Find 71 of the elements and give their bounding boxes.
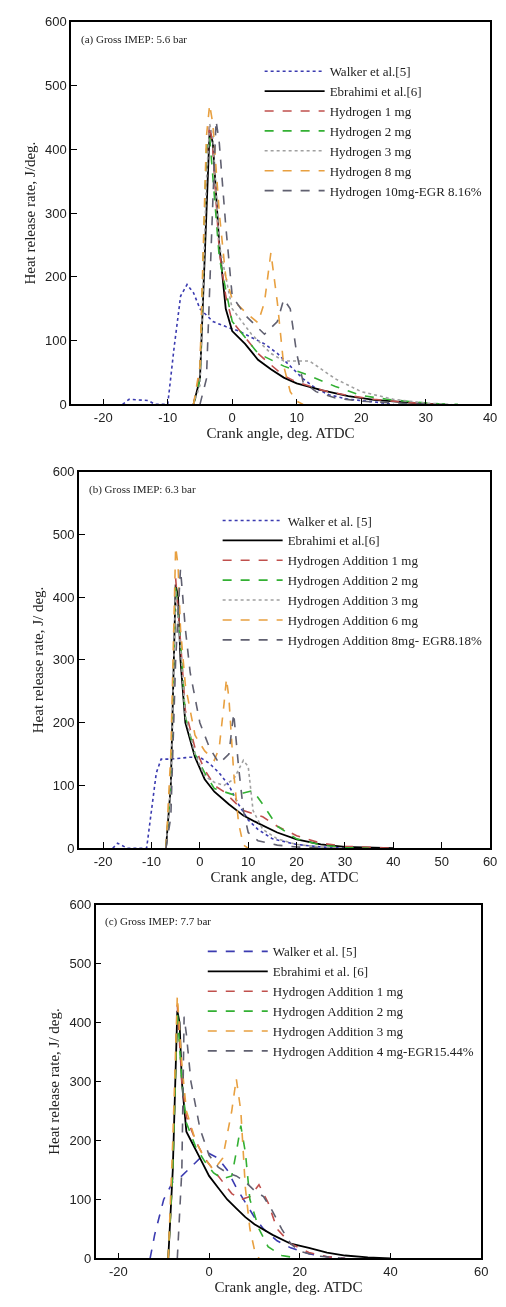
x-tick-label: 0: [196, 853, 204, 869]
x-tick-label: -20: [93, 853, 113, 869]
x-tick-label: -20: [93, 409, 113, 425]
legend-label: Hydrogen Addition 3 mg: [272, 1024, 404, 1040]
x-axis-title: Crank angle, deg. ATDC: [210, 869, 359, 886]
x-tick-label: -20: [108, 1263, 128, 1279]
y-tick-label: 100: [44, 333, 67, 349]
text: (c) Gross IMEP: 7.7 bar: [105, 915, 212, 928]
y-tick-label: 200: [52, 715, 75, 731]
legend-label: Hydrogen Addition 6 mg: [287, 613, 419, 629]
x-tick-label: 30: [337, 853, 353, 869]
legend-label: Hydrogen 10mg-EGR 8.16%: [329, 183, 482, 199]
y-tick-label: 400: [69, 1015, 92, 1031]
y-tick-label: 0: [84, 1251, 92, 1267]
x-tick-label: 10: [289, 409, 304, 425]
legend-label: Ebrahimi et al.[6]: [329, 84, 422, 100]
legend-label: Hydrogen 2 mg: [329, 123, 412, 139]
y-tick-label: 0: [67, 840, 75, 856]
y-tick-label: 500: [44, 78, 67, 94]
y-tick-label: 600: [52, 464, 75, 480]
legend-label: Hydrogen Addition 2 mg: [287, 573, 419, 589]
legend-label: Hydrogen Addition 4 mg-EGR15.44%: [272, 1043, 474, 1059]
legend-label: Hydrogen 8 mg: [329, 163, 412, 179]
y-tick-label: 300: [52, 652, 75, 668]
y-tick-label: 400: [44, 141, 67, 157]
x-tick-label: 40: [383, 1263, 398, 1279]
x-tick-label: -10: [158, 409, 178, 425]
y-tick-label: 300: [44, 205, 67, 221]
legend-label: Hydrogen Addition 2 mg: [272, 1004, 404, 1020]
legend-label: Ebrahimi et al.[6]: [287, 533, 380, 549]
legend-label: Hydrogen Addition 3 mg: [287, 593, 419, 609]
x-tick-label: 20: [292, 1263, 308, 1279]
legend-label: Hydrogen Addition 1 mg: [287, 553, 419, 569]
x-tick-label: 20: [353, 409, 369, 425]
y-tick-label: 400: [52, 589, 75, 605]
x-tick-label: 10: [240, 853, 256, 869]
y-tick-label: 200: [44, 269, 67, 285]
y-tick-label: 500: [52, 526, 75, 542]
x-tick-label: 0: [228, 409, 236, 425]
x-tick-label: 60: [482, 853, 498, 869]
y-tick-label: 300: [69, 1074, 92, 1090]
text: (b) Gross IMEP: 6.3 bar: [89, 483, 196, 496]
x-tick-label: 40: [482, 409, 498, 425]
legend-label: Hydrogen Addition 1 mg: [272, 984, 404, 1000]
legend-label: Ebrahimi et al. [6]: [272, 964, 369, 980]
legend-label: Hydrogen Addition 8mg- EGR8.18%: [287, 632, 483, 648]
x-tick-label: 40: [386, 853, 401, 869]
legend-label: Hydrogen 1 mg: [329, 104, 412, 120]
legend-label: Walker et al.[5]: [329, 64, 411, 80]
y-tick-label: 200: [69, 1133, 92, 1149]
legend-label: Walker et al. [5]: [287, 513, 372, 529]
y-tick-label: 100: [52, 778, 75, 794]
x-tick-label: 30: [418, 409, 433, 425]
legend-label: Hydrogen 3 mg: [329, 143, 412, 159]
x-axis-title: Crank angle, deg. ATDC: [214, 1279, 363, 1296]
x-tick-label: 50: [434, 853, 449, 869]
x-tick-label: 0: [205, 1263, 213, 1279]
y-tick-label: 500: [69, 956, 92, 972]
x-tick-label: -10: [142, 853, 161, 869]
y-axis-title: Heat release rate, J/deg.: [21, 141, 38, 285]
y-tick-label: 600: [69, 897, 92, 913]
y-axis-title: Heat release rate, J/ deg.: [46, 1008, 63, 1155]
x-tick-label: 20: [289, 853, 304, 869]
y-tick-label: 100: [69, 1192, 92, 1208]
y-tick-label: 0: [59, 396, 67, 412]
x-tick-label: 60: [474, 1263, 489, 1279]
y-tick-label: 600: [44, 14, 67, 30]
text: (a) Gross IMEP: 5.6 bar: [81, 33, 188, 46]
y-axis-title: Heat release rate, J/ deg.: [29, 586, 46, 734]
legend-label: Walker et al. [5]: [272, 944, 357, 960]
x-axis-title: Crank angle, deg. ATDC: [206, 425, 355, 442]
